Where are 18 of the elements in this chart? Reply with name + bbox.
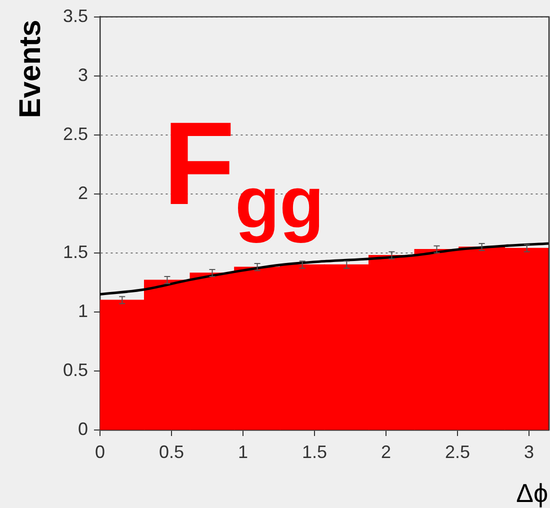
y-tick-label: 3 xyxy=(78,64,88,85)
x-tick-label: 1.5 xyxy=(302,442,328,462)
line-series xyxy=(100,242,549,296)
y-axis-title: Events xyxy=(14,20,47,118)
y-tick-label: 0.5 xyxy=(62,360,88,380)
y-tick-label: 1.5 xyxy=(62,242,88,262)
y-tick-label: 2 xyxy=(78,182,88,203)
y-tick-label: 2.5 xyxy=(62,124,88,144)
x-tick-label: 2.5 xyxy=(444,442,470,462)
x-axis-title: Δϕ xyxy=(516,478,548,508)
x-tick-label: 2 xyxy=(380,442,391,462)
x-tick-label: 1 xyxy=(238,442,248,462)
x-tick-label: 0 xyxy=(94,442,106,462)
x-tick-label: 0.5 xyxy=(158,442,184,462)
y-tick-label: 3.5 xyxy=(62,6,88,26)
y-tick-label: 1 xyxy=(78,300,88,321)
y-tick-label: 0 xyxy=(78,418,88,439)
x-tick-label: 3 xyxy=(524,442,534,462)
